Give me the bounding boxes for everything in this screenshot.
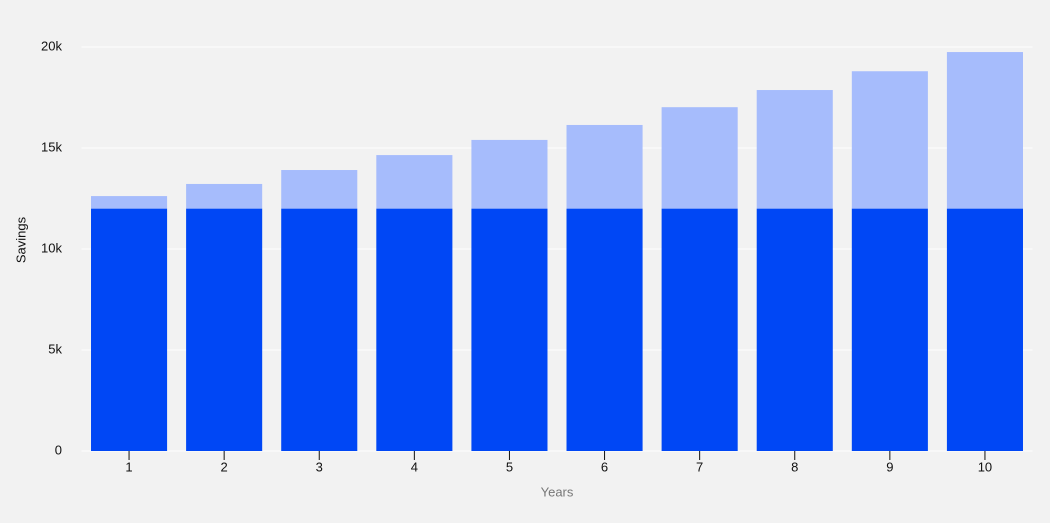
bar-segment	[186, 183, 263, 209]
bar-segment	[376, 208, 453, 451]
bar-segment	[851, 208, 928, 451]
y-axis-title: Savings	[13, 216, 28, 263]
bar-segment	[91, 208, 168, 451]
x-tick-label: 7	[696, 459, 703, 474]
y-tick-label: 20k	[41, 38, 62, 53]
bar-segment	[756, 90, 833, 209]
bar-segment	[946, 52, 1023, 209]
y-tick-label: 5k	[48, 341, 62, 356]
bar-segment	[376, 155, 453, 209]
bar-segment	[471, 139, 548, 209]
x-tick-label: 8	[791, 459, 798, 474]
x-tick-label: 9	[886, 459, 893, 474]
bar-segment	[186, 208, 263, 451]
bar-segment	[946, 208, 1023, 451]
y-tick-label: 10k	[41, 240, 62, 255]
x-tick-label: 3	[316, 459, 323, 474]
x-axis-title: Years	[541, 484, 574, 499]
x-tick-label: 1	[125, 459, 132, 474]
bar-segment	[661, 208, 738, 451]
y-tick-label: 15k	[41, 139, 62, 154]
bar-segment	[661, 107, 738, 209]
bar-segment	[471, 208, 548, 451]
x-tick-label: 5	[506, 459, 513, 474]
x-tick-label: 10	[978, 459, 992, 474]
bar-segment	[281, 208, 358, 451]
y-tick-label: 0	[55, 442, 62, 457]
x-tick-label: 4	[411, 459, 418, 474]
bar-segment	[281, 170, 358, 209]
bar-segment	[566, 208, 643, 451]
x-tick-label: 2	[221, 459, 228, 474]
bar-segment	[851, 71, 928, 209]
bar-segment	[566, 124, 643, 209]
bar-segment	[91, 196, 168, 209]
x-tick-label: 6	[601, 459, 608, 474]
bar-segment	[756, 208, 833, 451]
